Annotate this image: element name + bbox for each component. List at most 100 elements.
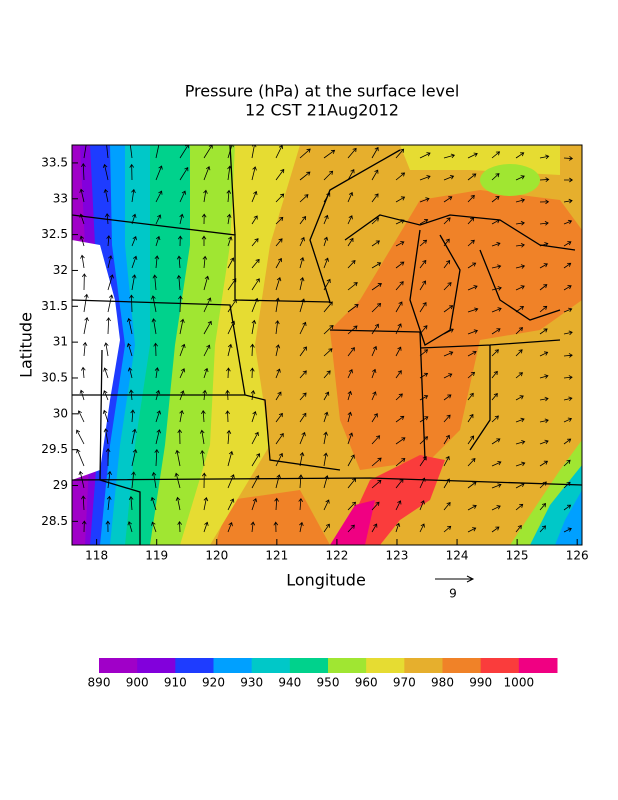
wind-arrow — [105, 213, 110, 225]
wind-arrow — [443, 196, 453, 203]
wind-arrow — [395, 196, 406, 203]
wind-arrow — [395, 437, 406, 445]
x-axis-label: Longitude — [286, 571, 366, 590]
wind-arrow — [151, 295, 157, 313]
wind-arrow — [155, 145, 162, 159]
wind-arrow — [539, 418, 549, 424]
wind-arrow — [251, 431, 259, 445]
wind-arrow — [491, 196, 500, 203]
wind-arrow — [275, 168, 285, 181]
wind-arrow — [347, 325, 358, 335]
wind-arrow — [78, 470, 85, 489]
wind-arrow — [81, 520, 87, 533]
wind-arrow — [419, 500, 425, 511]
wind-arrow — [443, 217, 451, 225]
wind-arrow — [467, 504, 477, 511]
wind-arrow — [128, 389, 134, 401]
wind-arrow — [107, 294, 114, 313]
colorbar-swatch — [251, 658, 291, 673]
colorbar-swatch — [366, 658, 405, 673]
wind-arrow — [419, 395, 429, 401]
wind-arrow — [419, 280, 427, 291]
wind-arrow — [79, 188, 85, 203]
pressure-field — [72, 145, 582, 545]
wind-arrow — [515, 395, 524, 401]
wind-arrow — [275, 297, 281, 313]
wind-arrow — [199, 429, 205, 445]
wind-arrow — [395, 172, 406, 181]
y-tick-label: 31 — [53, 335, 68, 349]
wind-arrow — [103, 390, 109, 401]
wind-arrow — [347, 347, 355, 357]
wind-arrow — [200, 450, 205, 467]
wind-arrow — [299, 452, 305, 467]
fill-960 — [480, 164, 540, 196]
wind-arrow — [539, 242, 549, 247]
wind-arrow — [225, 410, 230, 423]
y-tick-label: 30.5 — [41, 370, 68, 384]
wind-arrow — [443, 525, 452, 533]
wind-arrow — [563, 219, 573, 225]
wind-arrow — [299, 171, 311, 181]
wind-arrow — [179, 318, 185, 335]
colorbar-label: 920 — [202, 676, 225, 690]
wind-arrow — [347, 454, 355, 467]
wind-arrow — [151, 521, 157, 533]
wind-arrow — [371, 240, 381, 247]
colorbar-swatch — [480, 658, 520, 673]
x-tick-label: 119 — [145, 549, 168, 563]
wind-arrow — [102, 163, 109, 181]
wind-arrow — [227, 236, 233, 247]
wind-arrow — [129, 163, 135, 181]
wind-arrow — [515, 503, 524, 511]
y-tick-label: 30 — [53, 406, 68, 420]
wind-arrow — [347, 191, 354, 203]
wind-arrow — [251, 238, 259, 247]
wind-arrow — [515, 242, 525, 248]
wind-arrow — [226, 429, 232, 445]
colorbar-swatch — [213, 658, 253, 673]
lake-shore — [344, 214, 576, 346]
wind-arrow — [251, 215, 258, 225]
wind-arrow — [323, 452, 329, 467]
wind-arrow — [443, 174, 455, 181]
wind-arrow — [443, 455, 450, 467]
wind-arrow — [298, 497, 304, 511]
wind-arrow — [179, 166, 189, 181]
wind-arrow — [323, 431, 328, 445]
wind-arrow — [371, 283, 382, 291]
wind-arrow — [203, 521, 209, 533]
colorbar-label: 990 — [469, 676, 492, 690]
wind-arrow — [201, 213, 207, 225]
wind-arrow — [347, 147, 357, 159]
wind-arrow — [419, 152, 431, 159]
wind-arrow — [81, 495, 86, 511]
wind-arrow — [347, 501, 357, 511]
wind-arrow — [419, 175, 431, 181]
wind-arrow — [131, 236, 137, 247]
wind-arrow — [273, 521, 279, 533]
wind-arrow — [227, 474, 235, 489]
wind-arrow — [155, 214, 162, 225]
wind-arrow — [371, 457, 382, 467]
y-tick-label: 32 — [53, 263, 68, 277]
wind-arrow — [179, 390, 185, 401]
wind-arrow — [227, 165, 232, 181]
wind-arrow — [371, 413, 378, 423]
wind-arrow — [203, 320, 212, 335]
wind-arrow — [395, 457, 406, 467]
wind-arrow — [275, 344, 281, 357]
wind-arrow — [515, 482, 525, 489]
wind-arrow — [443, 351, 454, 357]
wind-arrow — [227, 343, 233, 357]
wind-arrow — [203, 367, 209, 379]
wind-arrow — [251, 498, 258, 511]
wind-arrow — [227, 278, 237, 291]
x-tick-label: 120 — [205, 549, 228, 563]
wind-arrow — [274, 497, 279, 511]
wind-arrow — [371, 368, 377, 379]
wind-arrow — [515, 417, 525, 423]
wind-arrow — [176, 255, 182, 269]
wind-arrow — [491, 219, 501, 225]
wind-arrow — [563, 375, 573, 380]
